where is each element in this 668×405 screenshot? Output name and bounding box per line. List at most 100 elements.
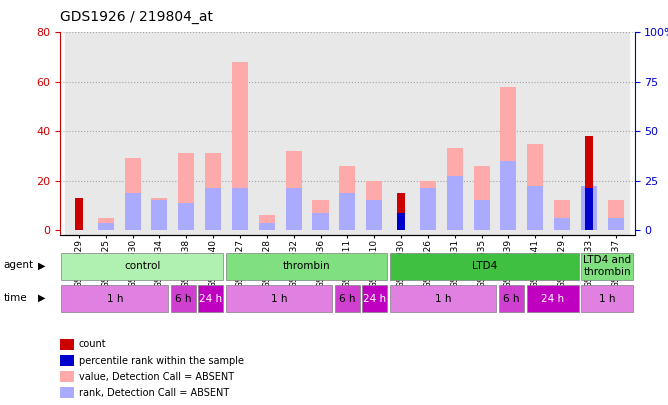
Bar [313,213,329,230]
Bar [259,215,275,230]
Bar [124,158,141,230]
Text: 1 h: 1 h [435,294,452,304]
Bar [253,32,281,235]
Bar [389,253,578,280]
Bar [313,200,329,230]
Text: ▶: ▶ [38,293,45,303]
Bar [286,188,302,230]
Bar [205,188,221,230]
Bar [522,32,548,235]
Text: ▶: ▶ [38,260,45,270]
Bar [61,285,168,312]
Bar [226,32,253,235]
Bar [526,285,578,312]
Bar [474,200,490,230]
Bar [420,188,436,230]
Text: 24 h: 24 h [541,294,564,304]
Text: 24 h: 24 h [363,294,386,304]
Bar [281,32,307,235]
Bar [339,193,355,230]
Bar [581,185,597,230]
Bar [178,153,194,230]
Bar [414,32,442,235]
Bar [65,32,92,235]
Text: LTD4 and
thrombin: LTD4 and thrombin [583,256,631,277]
Bar [335,285,359,312]
Text: 1 h: 1 h [271,294,287,304]
Bar [334,32,361,235]
Bar [226,253,387,280]
Bar [548,32,576,235]
Bar [98,223,114,230]
Bar [259,223,275,230]
Text: agent: agent [3,260,33,270]
Bar [499,285,524,312]
Text: LTD4: LTD4 [472,261,497,271]
Bar [61,253,223,280]
Text: 6 h: 6 h [339,294,355,304]
Bar [152,200,168,230]
Text: 24 h: 24 h [199,294,222,304]
Text: time: time [3,293,27,303]
Bar [366,181,382,230]
Bar [447,149,463,230]
Text: 1 h: 1 h [107,294,123,304]
Bar [366,200,382,230]
Text: thrombin: thrombin [283,261,330,271]
Bar [200,32,226,235]
Bar [119,32,146,235]
Bar [339,166,355,230]
Bar [527,185,543,230]
Bar [60,387,75,399]
Bar [397,213,405,230]
Bar [581,253,633,280]
Bar [608,200,624,230]
Text: GDS1926 / 219804_at: GDS1926 / 219804_at [60,10,213,24]
Text: count: count [79,339,106,350]
Text: value, Detection Call = ABSENT: value, Detection Call = ABSENT [79,371,234,382]
Text: control: control [124,261,160,271]
Bar [554,217,570,230]
Bar [527,143,543,230]
Text: 6 h: 6 h [503,294,520,304]
Bar [60,355,75,367]
Bar [198,285,223,312]
Bar [286,151,302,230]
Text: percentile rank within the sample: percentile rank within the sample [79,356,244,366]
Bar [585,188,593,230]
Bar [363,285,387,312]
Bar [474,166,490,230]
Bar [60,371,75,382]
Bar [495,32,522,235]
Bar [500,161,516,230]
Bar [468,32,495,235]
Text: 1 h: 1 h [599,294,615,304]
Bar [171,285,196,312]
Bar [447,176,463,230]
Bar [603,32,629,235]
Bar [173,32,200,235]
Bar [146,32,173,235]
Bar [576,32,603,235]
Bar [92,32,119,235]
Bar [232,62,248,230]
Bar [387,32,414,235]
Bar [307,32,334,235]
Bar [585,136,593,230]
Bar [152,198,168,230]
Bar [124,193,141,230]
Bar [75,198,83,230]
Bar [500,87,516,230]
Bar [442,32,468,235]
Bar [581,285,633,312]
Bar [361,32,387,235]
Text: rank, Detection Call = ABSENT: rank, Detection Call = ABSENT [79,388,228,398]
Bar [389,285,496,312]
Bar [397,193,405,230]
Bar [554,200,570,230]
Bar [205,153,221,230]
Bar [98,217,114,230]
Bar [226,285,332,312]
Text: 6 h: 6 h [175,294,192,304]
Bar [420,181,436,230]
